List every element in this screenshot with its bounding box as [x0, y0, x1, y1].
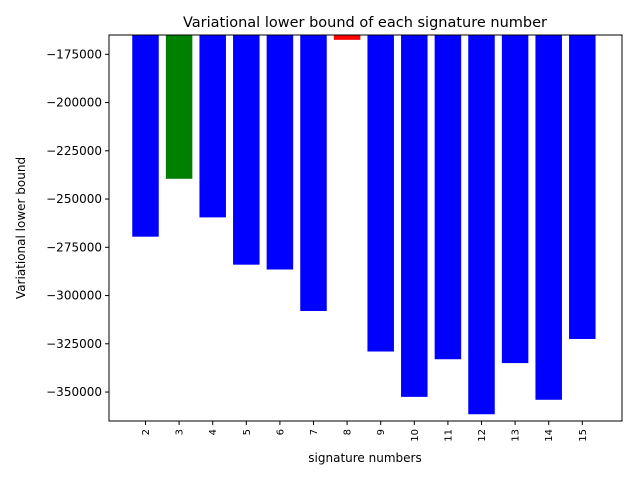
x-tick-label: 3: [175, 429, 186, 435]
y-tick-label: −275000: [46, 240, 102, 254]
bar-5: [233, 35, 260, 265]
x-tick-label: 11: [443, 429, 454, 442]
bar-4: [199, 35, 226, 218]
y-axis-ticks: −175000 −200000 −225000 −250000 −275000 −3000…: [46, 47, 109, 399]
bar-9: [367, 35, 394, 352]
y-tick-label: −225000: [46, 144, 102, 158]
x-axis-ticks: 2 3 4 5 6 7 8 9 10 11 12 13 14 15: [141, 421, 589, 442]
y-tick-label: −200000: [46, 96, 102, 110]
bar-10: [401, 35, 428, 397]
x-tick-label: 2: [141, 429, 152, 435]
x-tick-label: 5: [242, 429, 253, 435]
y-tick-label: −350000: [46, 385, 102, 399]
y-tick-label: −300000: [46, 289, 102, 303]
x-tick-label: 12: [477, 429, 488, 442]
x-tick-label: 9: [376, 429, 387, 435]
bar-12: [468, 35, 495, 415]
x-tick-label: 6: [275, 429, 286, 435]
x-tick-label: 14: [544, 429, 555, 442]
y-axis-label: Variational lower bound: [14, 157, 28, 299]
x-tick-label: 8: [343, 429, 354, 435]
y-tick-label: −175000: [46, 47, 102, 61]
bar-14: [535, 35, 562, 400]
x-tick-label: 7: [309, 429, 320, 435]
bar-7: [300, 35, 327, 311]
chart-title: Variational lower bound of each signatur…: [183, 15, 547, 31]
bar-6: [266, 35, 294, 270]
x-axis-label: signature numbers: [308, 451, 421, 465]
bar-8: [333, 35, 361, 40]
x-tick-label: 10: [410, 429, 421, 442]
bar-3: [165, 35, 193, 179]
plot-frame: [108, 34, 623, 422]
x-tick-label: 4: [208, 429, 219, 435]
bar-2: [132, 35, 159, 237]
bars-group: [132, 35, 596, 415]
y-tick-label: −325000: [46, 337, 102, 351]
bar-11: [434, 35, 462, 360]
x-tick-label: 13: [511, 429, 522, 442]
x-tick-label: 15: [578, 429, 589, 442]
bar-15: [569, 35, 596, 339]
y-tick-label: −250000: [46, 192, 102, 206]
bar-13: [501, 35, 529, 364]
